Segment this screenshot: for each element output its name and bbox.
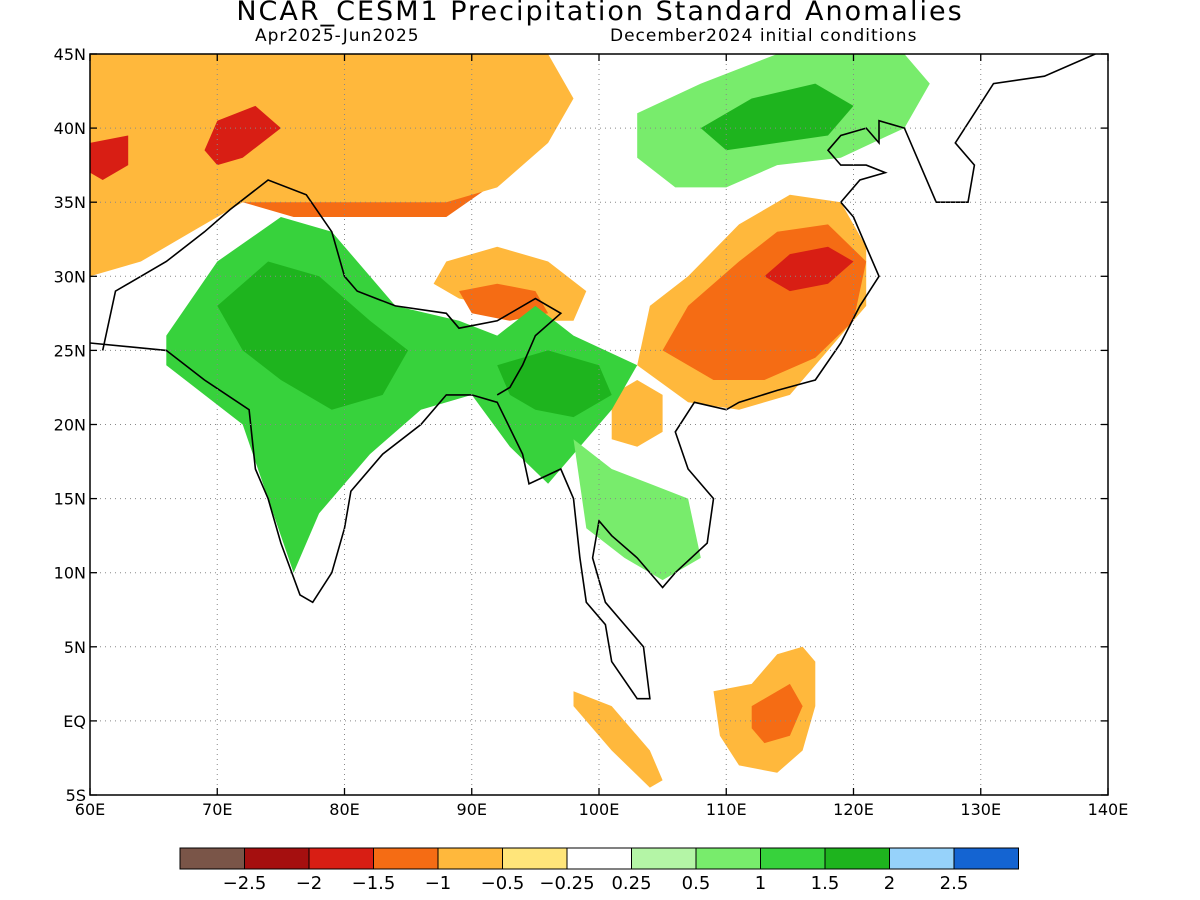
anomaly-shading	[90, 54, 930, 788]
colorbar-swatch	[631, 847, 697, 870]
colorbar-label: 1.5	[811, 873, 840, 894]
anomaly-region-8	[764, 246, 854, 292]
lon-tick-label: 140E	[1088, 800, 1129, 819]
lon-tick-label: 80E	[329, 800, 359, 819]
mainland-coastline	[90, 54, 1096, 700]
coastlines	[90, 54, 1096, 700]
colorbar-swatch	[502, 847, 568, 870]
colorbar-swatch	[889, 847, 955, 870]
lon-tick-label: 100E	[579, 800, 620, 819]
colorbar-label: −2	[296, 873, 323, 894]
initial-conditions: December2024 initial conditions	[610, 26, 918, 46]
lat-tick-label: EQ	[63, 712, 86, 731]
colorbar-swatch	[953, 847, 1019, 870]
colorbar-label: 2	[884, 873, 895, 894]
lat-tick-label: 10N	[54, 564, 86, 583]
colorbar-swatch	[760, 847, 826, 870]
colorbar-swatch	[308, 847, 374, 870]
lat-tick-label: 40N	[54, 119, 86, 138]
colorbar-swatch	[695, 847, 761, 870]
colorbar-label: −2.5	[223, 873, 267, 894]
lat-tick-label: 25N	[54, 341, 86, 360]
colorbar-label: 0.5	[682, 873, 711, 894]
colorbar-label: −1	[425, 873, 452, 894]
anomaly-region-5	[459, 283, 549, 321]
forecast-period: Apr2025-Jun2025	[255, 26, 420, 46]
colorbar-swatch	[566, 847, 632, 870]
lon-tick-label: 110E	[706, 800, 747, 819]
lat-tick-label: 20N	[54, 416, 86, 435]
anomaly-region-4	[433, 246, 587, 321]
lon-tick-label: 60E	[75, 800, 105, 819]
lon-tick-label: 90E	[457, 800, 487, 819]
lat-tick-label: 30N	[54, 267, 86, 286]
colorbar-label: −0.5	[481, 873, 525, 894]
anomaly-region-14	[217, 261, 409, 410]
anomaly-region-3	[204, 105, 281, 166]
lat-tick-label: 45N	[54, 45, 86, 64]
colorbar-swatch	[179, 847, 245, 870]
lat-tick-label: 5N	[64, 638, 86, 657]
anomaly-region-16	[573, 439, 701, 581]
colorbar-label: −0.25	[539, 873, 594, 894]
anomaly-region-7	[662, 224, 867, 380]
lat-tick-label: 5S	[66, 786, 86, 805]
lon-tick-label: 120E	[833, 800, 874, 819]
colorbar-label: 2.5	[940, 873, 969, 894]
anomaly-region-2	[90, 135, 129, 180]
anomaly-region-18	[700, 83, 854, 151]
colorbar: −2.5 −2 −1.5 −1 −0.5 −0.25 0.25 0.5 1 1.5 2 2.5	[179, 847, 1019, 894]
lon-tick-label: 130E	[960, 800, 1001, 819]
anomaly-region-1	[90, 54, 574, 277]
colorbar-swatch	[437, 847, 503, 870]
anomaly-region-12	[573, 691, 663, 788]
colorbar-swatch	[373, 847, 439, 870]
lon-tick-label: 70E	[202, 800, 232, 819]
colorbar-label: 0.25	[611, 873, 651, 894]
anomaly-region-15	[497, 350, 612, 418]
colorbar-swatch	[824, 847, 890, 870]
axis-ticks: 60E 70E 80E 90E 100E 110E 120E 130E 140E 45N 40N 35…	[54, 45, 1129, 819]
map-title: NCAR_CESM1 Precipitation Standard Anomal…	[236, 0, 964, 27]
colorbar-swatch	[244, 847, 310, 870]
colorbar-label: −1.5	[352, 873, 396, 894]
graticule	[90, 54, 1108, 795]
border-line	[101, 179, 563, 396]
anomaly-region-11	[751, 683, 803, 744]
colorbar-label: 1	[755, 873, 766, 894]
lat-tick-label: 35N	[54, 193, 86, 212]
lat-tick-label: 15N	[54, 490, 86, 509]
anomaly-region-9	[611, 380, 663, 447]
